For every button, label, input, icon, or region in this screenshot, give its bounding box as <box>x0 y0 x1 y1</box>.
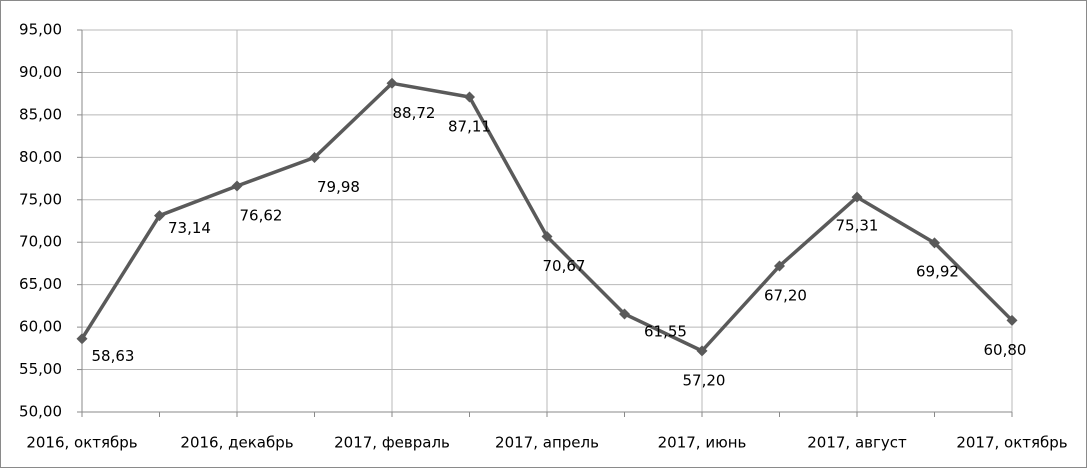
y-tick-label: 85,00 <box>19 105 62 123</box>
marker <box>464 91 475 103</box>
x-tick-label: 2017, июнь <box>658 434 747 452</box>
data-label: 76,62 <box>240 207 283 225</box>
data-label: 73,14 <box>168 219 211 237</box>
marker <box>231 180 243 192</box>
marker <box>929 237 940 249</box>
y-tick-label: 95,00 <box>19 21 62 39</box>
y-tick-label: 50,00 <box>19 403 62 421</box>
data-label: 88,72 <box>393 104 436 122</box>
y-tick-label: 55,00 <box>19 360 62 378</box>
data-label: 87,11 <box>448 117 491 135</box>
x-tick-label: 2017, апрель <box>495 434 599 452</box>
data-label: 69,92 <box>916 262 959 280</box>
marker <box>774 260 785 272</box>
x-tick-label: 2017, август <box>807 434 907 452</box>
y-tick-label: 80,00 <box>19 148 62 166</box>
data-label: 79,98 <box>317 178 360 196</box>
data-label: 67,20 <box>764 286 807 304</box>
y-tick-label: 70,00 <box>19 233 62 251</box>
x-tick-label: 2017, октябрь <box>956 434 1067 452</box>
marker <box>309 152 320 164</box>
data-label: 57,20 <box>683 371 726 389</box>
data-label: 58,63 <box>92 347 135 365</box>
marker <box>154 210 165 222</box>
marker <box>1006 314 1018 326</box>
data-label: 75,31 <box>836 217 879 235</box>
x-tick-label: 2017, февраль <box>334 434 450 452</box>
marker <box>76 333 88 345</box>
y-tick-label: 75,00 <box>19 190 62 208</box>
x-tick-label: 2016, декабрь <box>180 434 293 452</box>
y-tick-label: 65,00 <box>19 275 62 293</box>
data-label: 61,55 <box>644 322 687 340</box>
marker <box>386 77 398 89</box>
data-label: 60,80 <box>984 341 1027 359</box>
data-label: 70,67 <box>543 257 586 275</box>
marker <box>851 191 863 203</box>
y-tick-label: 60,00 <box>19 318 62 336</box>
y-tick-label: 90,00 <box>19 63 62 81</box>
marker <box>541 231 553 243</box>
marker <box>696 345 708 357</box>
x-tick-label: 2016, октябрь <box>26 434 137 452</box>
marker <box>619 308 630 320</box>
